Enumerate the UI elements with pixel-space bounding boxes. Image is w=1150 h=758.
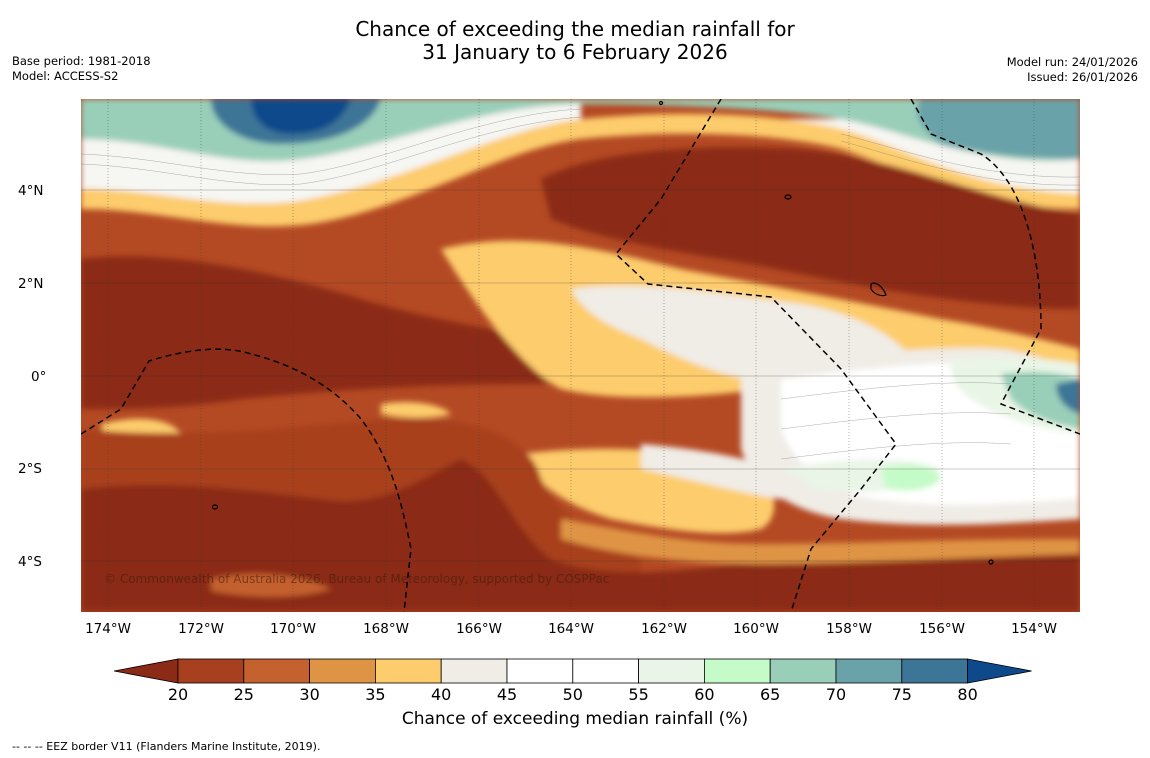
field-white-north: [81, 104, 581, 204]
meta-left: Base period: 1981-2018 Model: ACCESS-S2: [12, 54, 151, 84]
title-line-1: Chance of exceeding the median rainfall …: [355, 17, 795, 41]
rainfall-map: [81, 99, 1080, 612]
lon-label-174w: 174°W: [85, 621, 131, 637]
lat-label-4s: 4°S: [18, 554, 42, 570]
colorbar-segment: [638, 658, 705, 684]
colorbar-segment: [835, 658, 903, 684]
islands: [211, 100, 994, 565]
title-line-2: 31 January to 6 February 2026: [422, 40, 728, 64]
colorbar-tick-label: 45: [496, 685, 518, 704]
colorbar-segment: [506, 658, 574, 684]
field-darkbrown-west: [81, 256, 627, 409]
rainfall-field: [81, 99, 1080, 612]
colorbar: [114, 658, 1032, 684]
field-white-ne: [781, 119, 1080, 194]
colorbar-tick-label: 60: [694, 685, 715, 704]
lat-label-4n: 4°N: [18, 183, 44, 199]
colorbar-tick-label: 25: [233, 685, 254, 704]
colorbar-segment: [243, 658, 311, 684]
model-run: Model run: 24/01/2026: [1006, 55, 1138, 69]
lon-label-166w: 166°W: [456, 621, 502, 637]
model-name: Model: ACCESS-S2: [12, 69, 119, 83]
eez-border: [81, 99, 1080, 612]
field-orange-se: [561, 519, 1080, 564]
lat-label-2n: 2°N: [18, 276, 44, 292]
meta-right: Model run: 24/01/2026 Issued: 26/01/2026: [1007, 55, 1138, 85]
field-darkbrown-south: [81, 459, 1080, 612]
colorbar-segment: [374, 658, 442, 684]
colorbar-segments: [114, 658, 1032, 684]
lat-label-0: 0°: [31, 369, 47, 385]
lon-label-162w: 162°W: [641, 621, 687, 637]
chart-title: Chance of exceeding the median rainfall …: [0, 18, 1150, 64]
eez-footnote: -- -- -- EEZ border V11 (Flanders Marine…: [12, 740, 321, 753]
lon-label-156w: 156°W: [919, 621, 965, 637]
field-darkblue-nw: [251, 99, 351, 134]
field-teal-ne: [917, 99, 1080, 159]
colorbar-tick-label: 75: [891, 685, 912, 704]
field-green-se: [881, 464, 941, 491]
lon-label-158w: 158°W: [826, 621, 872, 637]
colorbar-segment: [309, 658, 376, 684]
colorbar-tick-label: 70: [825, 685, 847, 704]
colorbar-tick-label: 20: [167, 685, 189, 704]
field-blue-east: [1056, 379, 1080, 414]
rainfall-map-svg: [81, 99, 1080, 612]
colorbar-title: Chance of exceeding median rainfall (%): [401, 709, 749, 729]
latitude-lines: [81, 189, 1080, 562]
lon-label-160w: 160°W: [733, 621, 779, 637]
base-period: Base period: 1981-2018: [12, 54, 151, 68]
colorbar-segment: [704, 658, 771, 684]
field-yellow-small: [381, 402, 451, 418]
contour-lines: [81, 108, 1080, 460]
field-orange-sw: [211, 573, 331, 597]
colorbar-tick-label: 80: [957, 685, 978, 704]
colorbar-segment: [440, 658, 508, 684]
colorbar-tick-label: 50: [562, 685, 583, 704]
field-darkbrown-ne: [541, 147, 1080, 309]
colorbar-segment: [769, 658, 837, 684]
lon-label-172w: 172°W: [178, 621, 224, 637]
colorbar-tick-label: 65: [760, 685, 781, 704]
colorbar-tick-label: 30: [299, 685, 320, 704]
field-offwhite-south: [641, 444, 812, 501]
colorbar-tick-label: 40: [431, 685, 452, 704]
lon-label-164w: 164°W: [548, 621, 594, 637]
copyright-notice: © Commonwealth of Australia 2026, Bureau…: [104, 572, 610, 586]
lon-label-168w: 168°W: [363, 621, 409, 637]
colorbar-segment: [901, 658, 968, 684]
colorbar-segment: [572, 658, 639, 684]
issued-date: Issued: 26/01/2026: [1027, 70, 1138, 84]
colorbar-tick-label: 35: [365, 685, 386, 704]
colorbar-segment: [177, 658, 245, 684]
field-yellow-north: [81, 113, 1080, 227]
lat-label-2s: 2°S: [18, 461, 42, 477]
lon-label-154w: 154°W: [1011, 621, 1057, 637]
colorbar-tick-label: 55: [628, 685, 649, 704]
colorbar-extend-high: [967, 658, 1032, 684]
colorbar-extend-low: [114, 658, 179, 684]
lon-label-170w: 170°W: [270, 621, 316, 637]
